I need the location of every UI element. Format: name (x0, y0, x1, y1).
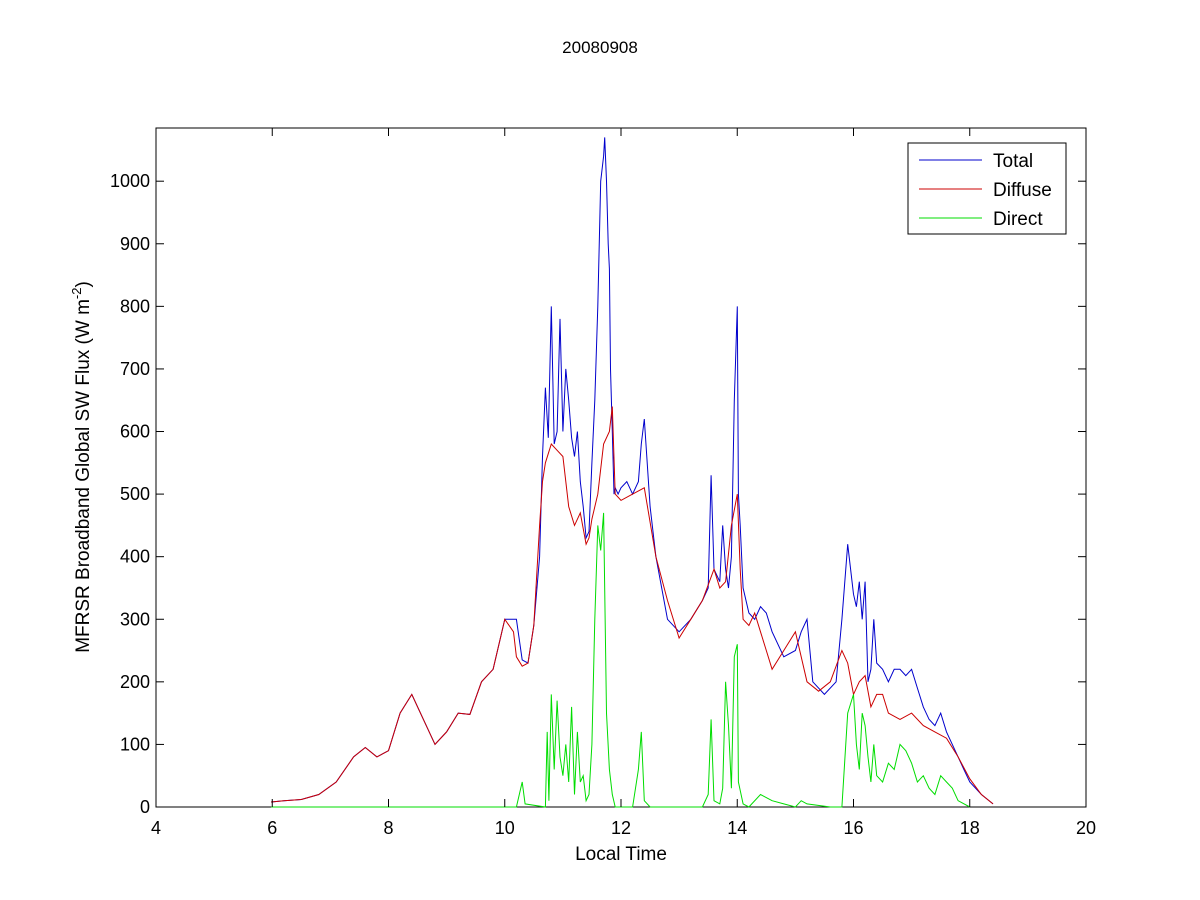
legend: Total Diffuse Direct (907, 142, 1067, 235)
series-line-diffuse (271, 406, 994, 805)
y-tick-label: 200 (120, 672, 150, 692)
y-tick-label: 400 (120, 547, 150, 567)
x-tick-label: 14 (727, 818, 747, 838)
legend-label-direct: Direct (993, 209, 1043, 230)
y-axis-label-close: ) (73, 281, 94, 287)
x-axis: 4 6 8 10 12 14 16 18 20 (151, 128, 1096, 838)
y-tick-label: 900 (120, 234, 150, 254)
legend-label-diffuse: Diffuse (993, 180, 1052, 201)
x-tick-label: 18 (960, 818, 980, 838)
x-tick-label: 4 (151, 818, 161, 838)
y-axis-label: MFRSR Broadband Global SW Flux (W m-2) (69, 281, 94, 653)
axes-frame (155, 127, 1087, 808)
series-layer (271, 137, 994, 808)
y-tick-label: 500 (120, 484, 150, 504)
y-tick-label: 700 (120, 359, 150, 379)
x-tick-label: 10 (495, 818, 515, 838)
y-axis-label-text: MFRSR Broadband Global SW Flux (W m (73, 299, 94, 653)
y-tick-label: 800 (120, 296, 150, 316)
y-axis: 0 100 200 300 400 500 600 700 800 900 1000 (110, 171, 1086, 817)
x-tick-label: 12 (611, 818, 631, 838)
series-line-total (271, 137, 994, 805)
x-tick-label: 6 (267, 818, 277, 838)
y-tick-label: 1000 (110, 171, 150, 191)
x-axis-label: Local Time (575, 844, 667, 865)
y-axis-label-superscript: -2 (69, 288, 84, 300)
plot-area (155, 127, 1087, 808)
x-tick-label: 8 (383, 818, 393, 838)
y-tick-label: 0 (140, 797, 150, 817)
series-line-direct (271, 512, 971, 808)
x-tick-label: 16 (843, 818, 863, 838)
chart-title: 20080908 (562, 38, 638, 57)
x-tick-label: 20 (1076, 818, 1096, 838)
y-tick-label: 600 (120, 422, 150, 442)
legend-label-total: Total (993, 151, 1033, 172)
y-tick-label: 100 (120, 734, 150, 754)
y-tick-label: 300 (120, 609, 150, 629)
